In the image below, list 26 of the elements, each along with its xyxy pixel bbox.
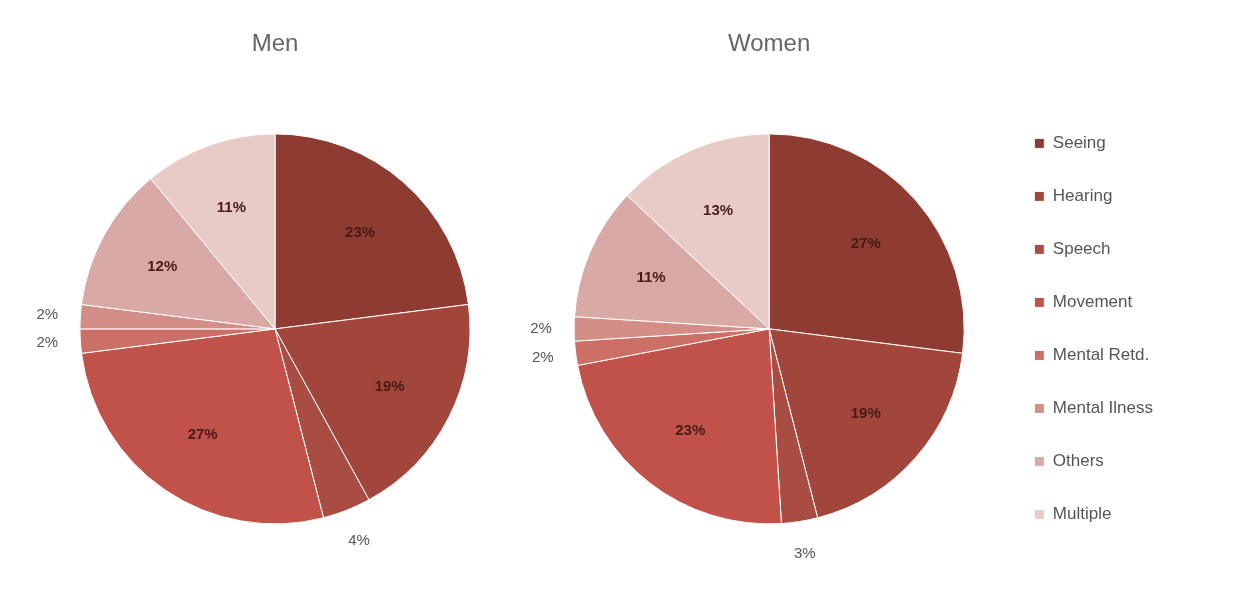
legend-label: Mental Retd. bbox=[1052, 345, 1150, 365]
slice-label: Women bbox=[728, 29, 811, 57]
data-label: 19% bbox=[374, 377, 405, 395]
data-label: 13% bbox=[703, 200, 734, 218]
data-label: 19% bbox=[850, 404, 881, 422]
slice-label: Men bbox=[251, 29, 299, 57]
data-label: 11% bbox=[216, 197, 247, 215]
legend-label: Seeing bbox=[1052, 133, 1106, 153]
data-label: 4% bbox=[348, 531, 370, 549]
data-label: 12% bbox=[147, 257, 178, 275]
legend-label: Multiple bbox=[1052, 504, 1112, 524]
data-label: 2% bbox=[36, 333, 59, 351]
legend-label: Hearing bbox=[1052, 186, 1113, 206]
data-label: 23% bbox=[345, 222, 376, 240]
data-label: 2% bbox=[531, 347, 554, 365]
legend-label: Others bbox=[1052, 451, 1104, 471]
legend-label: Speech bbox=[1052, 239, 1111, 259]
data-label: 3% bbox=[794, 544, 816, 562]
legend-label: Movement bbox=[1052, 292, 1133, 312]
data-label: 2% bbox=[530, 319, 552, 337]
data-label: 23% bbox=[675, 420, 706, 438]
data-label: 2% bbox=[36, 304, 59, 322]
data-label: 27% bbox=[187, 425, 218, 443]
legend-label: Mental Ilness bbox=[1052, 398, 1154, 418]
data-label: 27% bbox=[850, 233, 881, 251]
data-label: 11% bbox=[636, 267, 666, 285]
